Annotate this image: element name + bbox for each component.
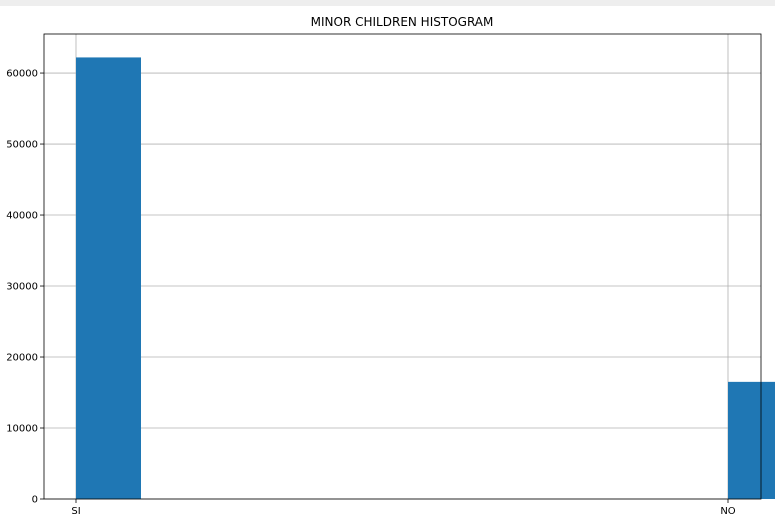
y-tick-label: 10000 [6, 424, 38, 435]
y-tick-label: 20000 [6, 353, 38, 364]
x-tick-label-no: NO [720, 506, 735, 517]
y-tick-label: 0 [32, 495, 38, 506]
y-tick-label: 60000 [6, 69, 38, 80]
y-axis-ticks: 0 10000 20000 30000 40000 50000 60000 [6, 69, 44, 506]
x-tick-label-si: SI [71, 506, 80, 517]
axes [43, 33, 762, 500]
grid-lines [44, 34, 761, 500]
plot-frame [43, 33, 762, 500]
x-axis-ticks: SI NO [71, 499, 736, 517]
window-top-strip [0, 0, 775, 6]
chart-title: MINOR CHILDREN HISTOGRAM [311, 15, 494, 29]
bar-si [76, 57, 141, 499]
y-tick-label: 40000 [6, 211, 38, 222]
y-tick-label: 50000 [6, 140, 38, 151]
bars [76, 57, 775, 499]
y-tick-label: 30000 [6, 282, 38, 293]
bar-no [728, 381, 775, 499]
